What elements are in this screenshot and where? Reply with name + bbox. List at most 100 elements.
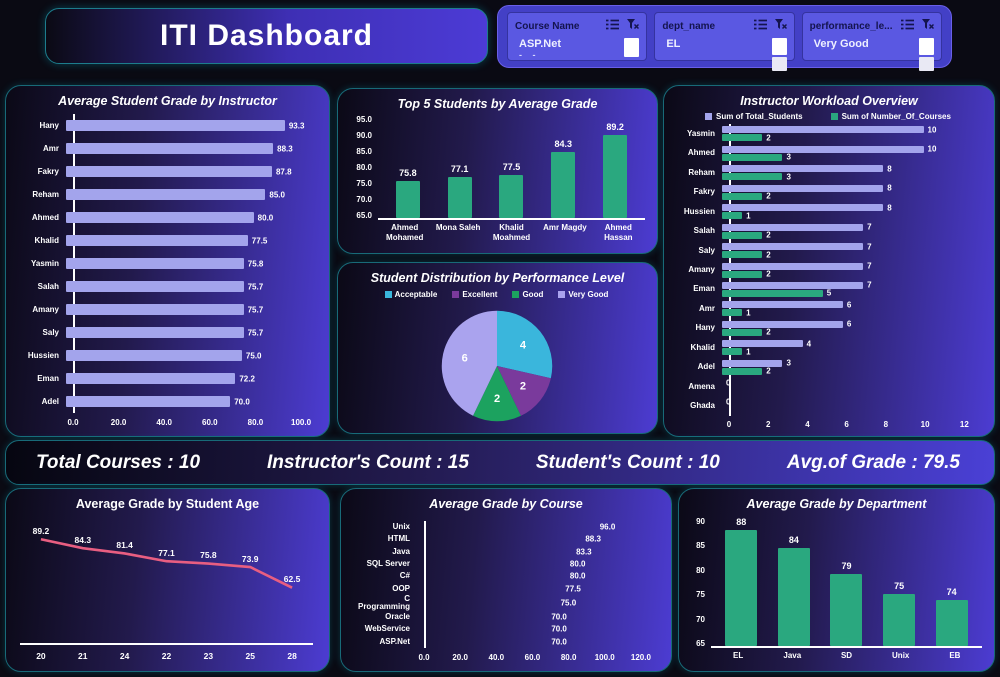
legend-item[interactable]: Good xyxy=(512,290,543,299)
bar[interactable] xyxy=(66,304,244,315)
bar[interactable] xyxy=(447,176,472,218)
scrollbar[interactable] xyxy=(771,38,787,71)
bar[interactable] xyxy=(830,573,863,646)
category-label: C# xyxy=(399,571,410,581)
x-axis-labels: Ahmed Mohamed Mona Saleh Khalid Moahmed Amr… xyxy=(378,220,645,248)
bar[interactable] xyxy=(722,153,783,161)
bar[interactable] xyxy=(551,151,576,218)
clear-filter-icon[interactable] xyxy=(626,17,640,35)
value-label: 7 xyxy=(867,280,872,290)
category-label: WebService xyxy=(364,624,410,634)
bar-group: 77.5 xyxy=(486,115,538,218)
bar[interactable] xyxy=(66,189,266,200)
category-label: Amr Magdy xyxy=(543,223,587,232)
bar[interactable] xyxy=(722,262,864,270)
pie-slice[interactable] xyxy=(496,310,552,379)
bar[interactable] xyxy=(66,396,231,407)
bar[interactable] xyxy=(722,134,763,142)
bar[interactable] xyxy=(725,530,758,646)
clear-filter-icon[interactable] xyxy=(774,17,787,35)
bar[interactable] xyxy=(66,281,244,292)
bar-row: Oracle 70.0 xyxy=(351,611,659,623)
slicer-performance-level[interactable]: performance_le... Very Good xyxy=(801,12,942,71)
line-series[interactable] xyxy=(41,539,292,587)
bar[interactable] xyxy=(66,120,285,131)
tick-label: 65.0 xyxy=(356,211,372,220)
scrollbar[interactable] xyxy=(918,38,934,71)
bar[interactable] xyxy=(883,594,916,646)
slicer-selected-item[interactable]: Very Good xyxy=(813,38,869,50)
bar[interactable] xyxy=(722,359,783,367)
bar[interactable] xyxy=(722,212,743,220)
category-label: Fakry xyxy=(693,187,715,197)
legend-item[interactable]: Sum of Number_Of_Courses xyxy=(830,112,951,121)
category-label: Amena xyxy=(688,381,715,391)
bar[interactable] xyxy=(935,599,968,646)
bar[interactable] xyxy=(66,235,248,246)
clear-filter-icon[interactable] xyxy=(921,17,935,35)
bar-track: 83.3 xyxy=(417,546,659,558)
bar[interactable] xyxy=(722,165,884,173)
bar[interactable] xyxy=(722,192,763,200)
selection-list-icon[interactable] xyxy=(900,17,914,35)
slicer-dept-name[interactable]: dept_name EL xyxy=(654,12,795,71)
bar[interactable] xyxy=(722,251,763,259)
pie-slice[interactable] xyxy=(441,310,497,416)
bar[interactable] xyxy=(66,350,242,361)
bar[interactable] xyxy=(722,184,884,192)
legend-item[interactable]: Very Good xyxy=(558,290,608,299)
bar[interactable] xyxy=(722,320,843,328)
bar-row: Saly 75.7 xyxy=(16,321,317,344)
bar-track: 80.0 xyxy=(417,570,659,582)
bar[interactable] xyxy=(499,175,524,218)
slicer-selected-item[interactable]: ASP.Net xyxy=(519,38,561,50)
legend-item[interactable]: Sum of Total_Students xyxy=(705,112,803,121)
bar[interactable] xyxy=(66,166,272,177)
pie-slice[interactable] xyxy=(496,366,551,416)
panel-top5-students: Top 5 Students by Average Grade 95.0 90.0… xyxy=(337,88,658,254)
slicer-partial-item[interactable]: - - xyxy=(519,50,540,57)
tick-label: 85.0 xyxy=(356,147,372,156)
bar[interactable] xyxy=(66,258,244,269)
selection-list-icon[interactable] xyxy=(753,17,767,35)
slicer-course-name[interactable]: Course Name ASP.Net - - xyxy=(507,12,648,61)
bar[interactable] xyxy=(722,309,743,317)
bar[interactable] xyxy=(722,348,743,356)
bar[interactable] xyxy=(603,134,628,218)
data-label: 89.2 xyxy=(32,525,50,536)
bar-group: 89.2 xyxy=(589,115,641,218)
bar[interactable] xyxy=(722,204,884,212)
bar[interactable] xyxy=(66,327,244,338)
data-label: 62.5 xyxy=(283,574,301,585)
bar[interactable] xyxy=(777,547,810,646)
bar[interactable] xyxy=(722,145,924,153)
bar-track: 72.2 xyxy=(66,367,317,390)
bar[interactable] xyxy=(722,126,924,134)
legend-item[interactable]: Excellent xyxy=(452,290,497,299)
bar[interactable] xyxy=(722,328,763,336)
bar[interactable] xyxy=(722,281,864,289)
scrollbar[interactable] xyxy=(624,38,640,57)
bar[interactable] xyxy=(722,270,763,278)
bar[interactable] xyxy=(66,212,254,223)
value-label: 5 xyxy=(826,288,832,298)
bar[interactable] xyxy=(722,289,823,297)
bar[interactable] xyxy=(722,223,864,231)
category-label: Hussien xyxy=(27,350,59,360)
selection-list-icon[interactable] xyxy=(606,17,620,35)
value-label: 2 xyxy=(766,250,771,260)
bar[interactable] xyxy=(722,243,864,251)
slicer-selected-item[interactable]: EL xyxy=(666,38,681,50)
legend-item[interactable]: Acceptable xyxy=(384,290,437,299)
value-label: 1 xyxy=(746,308,751,318)
bar[interactable] xyxy=(722,173,783,181)
bar[interactable] xyxy=(722,301,843,309)
bar[interactable] xyxy=(66,143,274,154)
bar[interactable] xyxy=(722,340,803,348)
pie-slice[interactable] xyxy=(472,366,521,422)
bar[interactable] xyxy=(722,367,763,375)
bar[interactable] xyxy=(722,231,763,239)
bar[interactable] xyxy=(395,180,420,218)
value-label: 88.3 xyxy=(277,144,293,153)
bar[interactable] xyxy=(66,373,236,384)
